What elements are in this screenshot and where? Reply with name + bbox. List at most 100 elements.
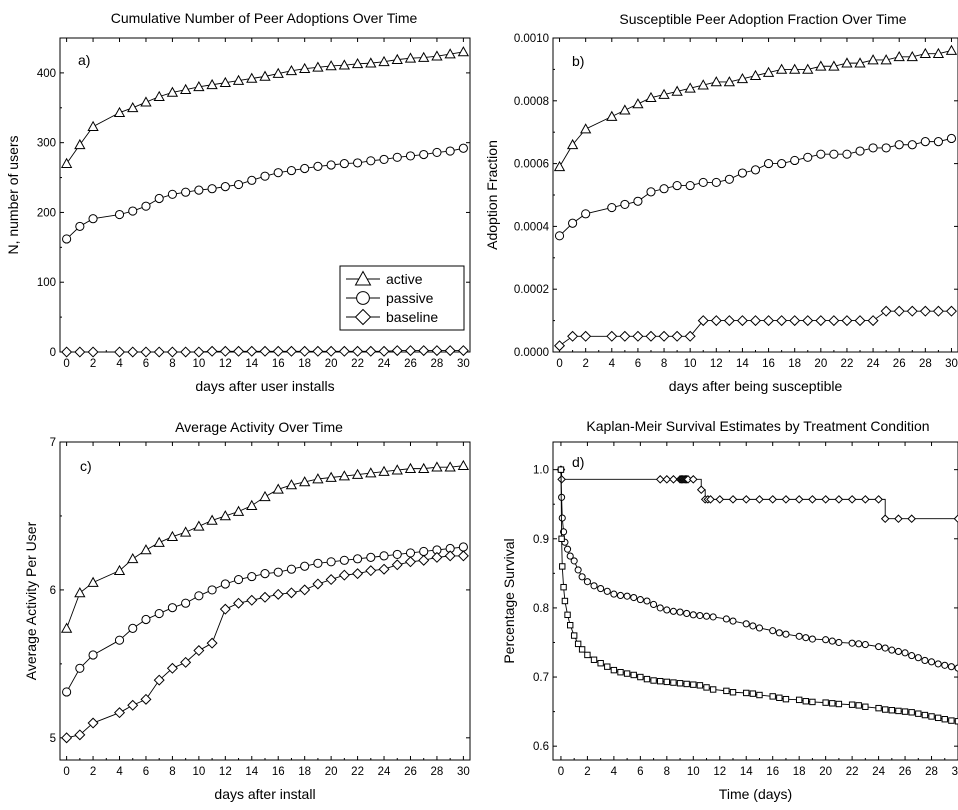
- chart-panel-1: Cumulative Number of Peer Adoptions Over…: [5, 10, 471, 394]
- data-point: [683, 609, 691, 618]
- data-point: [607, 202, 617, 213]
- series-line: [66, 147, 464, 240]
- data-point: [405, 151, 416, 161]
- data-point: [737, 168, 748, 178]
- y-axis-label: Adoption Fraction: [484, 140, 500, 250]
- data-point: [193, 81, 205, 92]
- data-point: [630, 593, 638, 602]
- y-tick-label: 5: [50, 733, 56, 745]
- data-point: [444, 550, 456, 562]
- x-tick-label: 10: [684, 358, 697, 370]
- series-line: [66, 465, 464, 629]
- data-point: [775, 629, 783, 637]
- data-point: [154, 193, 164, 204]
- y-tick-label: 0: [50, 347, 56, 359]
- data-point: [458, 143, 468, 153]
- data-point: [405, 548, 416, 558]
- x-tick-label: 8: [169, 766, 175, 778]
- data-point: [749, 622, 757, 630]
- data-point: [932, 47, 945, 59]
- data-point: [444, 345, 456, 357]
- series-line: [560, 469, 958, 520]
- series-baseline: [61, 345, 469, 358]
- data-point: [219, 510, 231, 521]
- data-point: [795, 632, 803, 640]
- data-point: [790, 155, 800, 166]
- data-point: [632, 330, 644, 342]
- data-point: [724, 174, 734, 184]
- legend-marker: [354, 270, 372, 286]
- x-tick-label: 0: [63, 358, 69, 370]
- data-point: [153, 346, 165, 358]
- data-point: [802, 63, 814, 74]
- x-tick-label: 20: [325, 766, 338, 778]
- data-point: [272, 483, 284, 494]
- data-point: [391, 464, 403, 475]
- data-point: [894, 140, 904, 150]
- data-point: [636, 596, 644, 604]
- data-point: [749, 69, 762, 81]
- x-tick-label: 0: [63, 766, 69, 778]
- data-point: [662, 475, 672, 484]
- data-point: [907, 140, 917, 150]
- data-point: [404, 556, 416, 568]
- x-tick-label: 12: [219, 358, 232, 370]
- y-tick-label: 0.0006: [514, 159, 549, 171]
- data-point: [920, 137, 930, 147]
- data-point: [606, 110, 618, 121]
- x-tick-label: 8: [169, 358, 175, 370]
- x-tick-label: 14: [245, 766, 258, 778]
- data-point: [763, 159, 774, 169]
- data-point: [87, 120, 99, 131]
- x-tick-label: 6: [143, 358, 149, 370]
- data-point: [703, 684, 710, 691]
- series-baseline: [61, 550, 469, 744]
- data-point: [114, 635, 125, 645]
- data-point: [828, 315, 840, 327]
- data-point: [630, 671, 637, 679]
- data-point: [908, 652, 916, 660]
- data-point: [232, 74, 245, 85]
- data-point: [706, 495, 715, 504]
- y-tick-label: 0.0002: [514, 284, 549, 296]
- data-point: [776, 315, 788, 327]
- data-point: [299, 62, 311, 74]
- data-point: [206, 345, 218, 357]
- data-point: [553, 160, 566, 172]
- y-tick-label: 0.0004: [514, 221, 550, 233]
- data-point: [606, 330, 618, 342]
- data-point: [749, 690, 757, 697]
- data-point: [580, 330, 592, 342]
- data-point: [325, 60, 337, 71]
- data-point: [776, 694, 783, 701]
- data-point: [894, 514, 903, 524]
- data-point: [325, 471, 337, 482]
- data-point: [658, 330, 670, 342]
- data-point: [404, 462, 417, 473]
- data-point: [194, 591, 204, 601]
- data-point: [637, 673, 644, 681]
- y-tick-label: 0.8: [533, 603, 549, 615]
- x-tick-label: 28: [925, 766, 938, 778]
- data-point: [880, 54, 892, 65]
- data-point: [749, 315, 762, 327]
- data-point: [88, 650, 98, 660]
- data-point: [723, 315, 735, 327]
- data-point: [888, 707, 896, 714]
- data-point: [313, 161, 323, 171]
- data-point: [854, 315, 866, 327]
- data-point: [312, 578, 324, 590]
- data-point: [736, 72, 749, 84]
- x-tick-label: 24: [872, 766, 885, 778]
- data-point: [663, 606, 671, 614]
- series-passive: [554, 133, 957, 241]
- data-point: [715, 495, 725, 504]
- y-axis-label: N, number of users: [5, 135, 21, 254]
- data-point: [880, 514, 890, 524]
- data-point: [893, 51, 905, 62]
- data-point: [932, 305, 944, 317]
- data-point: [581, 209, 591, 219]
- data-point: [578, 573, 586, 581]
- data-point: [880, 305, 892, 317]
- x-tick-label: 22: [351, 358, 364, 370]
